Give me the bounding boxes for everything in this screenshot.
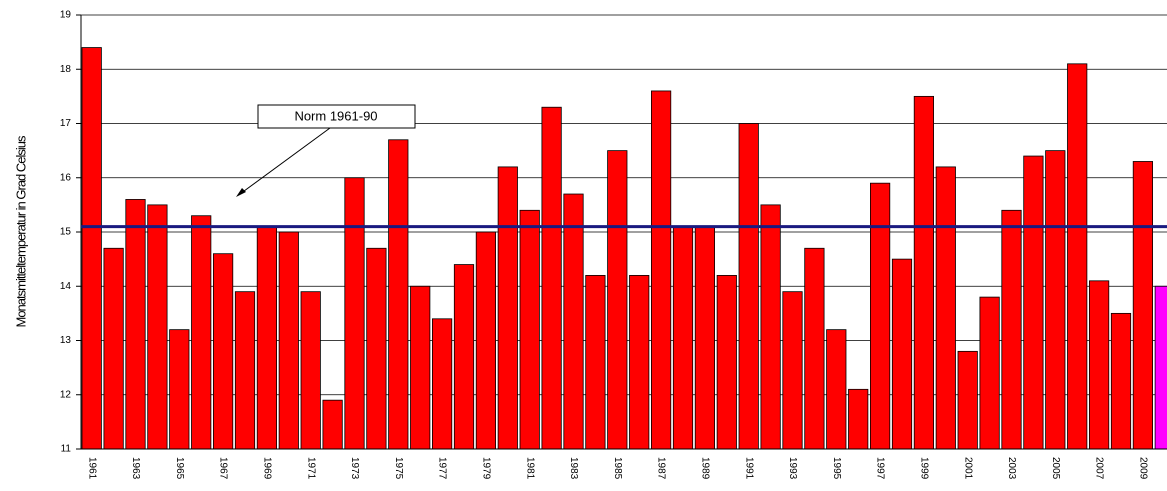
bar	[125, 199, 146, 450]
x-tick-label: 1971	[305, 457, 316, 480]
x-tick-label: 1993	[787, 457, 798, 480]
bar	[541, 106, 562, 450]
x-tick-label: 2003	[1006, 457, 1017, 480]
bar	[1001, 209, 1022, 450]
bar	[1154, 285, 1167, 450]
bar	[147, 204, 168, 450]
bar	[716, 274, 737, 450]
bar	[629, 274, 650, 450]
bar	[1045, 150, 1066, 450]
bar	[760, 204, 781, 450]
y-tick-label: 12	[60, 389, 72, 400]
x-tick-label: 1977	[437, 457, 448, 480]
x-tick-label: 2005	[1050, 457, 1061, 480]
y-tick-label: 19	[60, 10, 72, 21]
x-tick-label: 1981	[524, 457, 535, 480]
bar	[256, 226, 278, 450]
bar	[212, 253, 234, 450]
x-tick-label: 1983	[568, 457, 579, 480]
x-tick-label: 1991	[743, 457, 754, 480]
plot-area: 11 12 13 14 15 16 17 18 19 1961 1963 1965 1967 1969 19…	[60, 10, 1167, 480]
bar	[826, 329, 847, 450]
x-tick-label: 1963	[130, 457, 141, 480]
x-tick-label: 2001	[962, 457, 973, 480]
bar	[431, 318, 453, 450]
bar	[453, 264, 475, 450]
y-tick-label: 15	[60, 227, 72, 238]
bar	[278, 231, 299, 450]
bar	[519, 209, 540, 450]
bar	[979, 296, 1000, 450]
x-tick-label: 1999	[919, 457, 930, 480]
x-tick-label: 1985	[612, 457, 623, 480]
bar	[891, 258, 913, 450]
bar	[651, 90, 672, 450]
x-tick-label: 1987	[656, 457, 667, 480]
annotation-arrow	[239, 127, 331, 195]
bar	[169, 329, 190, 450]
bar	[344, 177, 365, 450]
bar	[1023, 155, 1044, 450]
x-tick-label: 1961	[86, 457, 97, 480]
bar	[410, 285, 431, 450]
x-tick-label: 1969	[262, 457, 273, 480]
y-tick-label: 16	[60, 172, 72, 183]
x-tick-label: 1995	[831, 457, 842, 480]
bar	[234, 291, 256, 450]
bar	[1110, 312, 1132, 450]
bar	[738, 123, 759, 450]
y-axis-label: Monatsmitteltemperatur in Grad Celsius	[13, 135, 28, 328]
bar	[848, 388, 869, 450]
bar	[191, 215, 212, 450]
bar	[103, 247, 124, 450]
y-tick-label: 14	[60, 281, 72, 292]
x-tick-label: 1989	[700, 457, 711, 480]
bar	[81, 47, 102, 450]
x-tick-label: 1997	[875, 457, 886, 480]
y-tick-label: 17	[60, 118, 72, 129]
bar	[322, 399, 343, 450]
y-tick-label: 18	[60, 64, 72, 75]
bar	[804, 247, 825, 450]
x-tick-label: 1967	[218, 457, 229, 480]
bar	[475, 231, 497, 450]
bar	[497, 166, 518, 450]
bar	[672, 226, 694, 450]
y-tick-label: 11	[61, 444, 72, 455]
x-tick-label: 1979	[481, 457, 492, 480]
bar	[935, 166, 956, 450]
bar	[1132, 161, 1153, 450]
bar	[607, 150, 628, 450]
bar	[585, 274, 606, 450]
x-tick-label: 2007	[1094, 457, 1105, 480]
x-tick-label: 1975	[393, 457, 404, 480]
annotation-arrowhead	[236, 188, 246, 197]
bar	[782, 291, 803, 450]
bar	[563, 193, 584, 450]
y-tick-label: 13	[60, 335, 72, 346]
bar	[366, 247, 387, 450]
bar	[388, 139, 409, 450]
x-tick-label: 1965	[174, 457, 185, 480]
x-tick-label: 1973	[349, 457, 360, 480]
bar	[1067, 63, 1088, 450]
bar	[913, 95, 935, 450]
bar	[957, 350, 978, 450]
bar	[870, 182, 891, 450]
annotation-box	[257, 104, 416, 129]
annotation-label: Norm 1961-90	[294, 108, 377, 123]
bar	[694, 226, 716, 450]
bar	[1089, 280, 1110, 450]
bar	[300, 291, 321, 450]
x-tick-label: 2009	[1138, 457, 1149, 480]
